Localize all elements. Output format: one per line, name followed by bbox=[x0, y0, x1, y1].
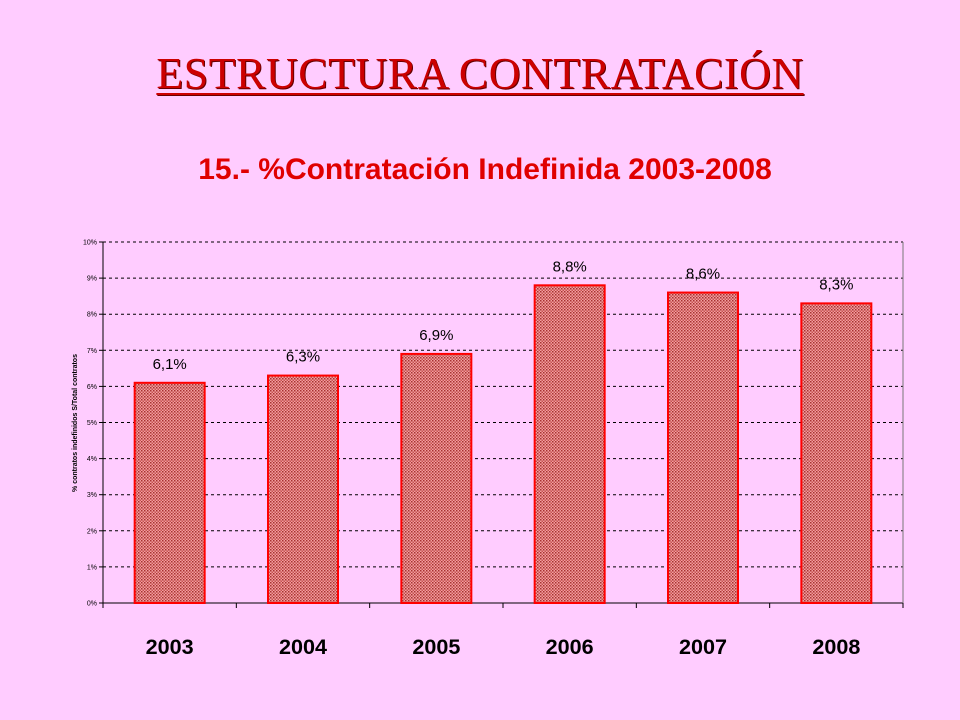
gridlines bbox=[103, 241, 903, 568]
x-tick-label: 2006 bbox=[546, 636, 594, 659]
data-label: 6,9% bbox=[419, 327, 453, 344]
bars bbox=[133, 284, 873, 605]
y-tick-label: 5% bbox=[87, 420, 97, 427]
y-tick-label: 7% bbox=[87, 348, 97, 355]
bar-2005 bbox=[400, 352, 473, 604]
data-label: 8,3% bbox=[819, 276, 853, 293]
y-tick-label: 8% bbox=[87, 312, 97, 319]
x-tick-label: 2008 bbox=[812, 636, 860, 659]
data-label: 8,8% bbox=[553, 258, 587, 275]
x-tick-label: 2005 bbox=[412, 636, 460, 659]
data-label: 6,3% bbox=[286, 349, 320, 366]
slide-title: ESTRUCTURA CONTRATACIÓN bbox=[156, 49, 804, 98]
y-tick-label: 4% bbox=[87, 456, 97, 463]
y-tick-label: 6% bbox=[87, 384, 97, 391]
bar-2004 bbox=[267, 374, 339, 604]
y-tick-label: 2% bbox=[87, 528, 97, 535]
y-tick-label: 0% bbox=[87, 601, 97, 608]
x-tick-label: 2007 bbox=[679, 636, 727, 659]
y-tick-label: 1% bbox=[87, 564, 97, 571]
data-label: 6,1% bbox=[153, 356, 187, 373]
bar-2008 bbox=[800, 302, 873, 604]
y-tick-label: 3% bbox=[87, 492, 97, 499]
bar-2007 bbox=[667, 291, 739, 604]
y-tick-label: 10% bbox=[83, 240, 97, 247]
axes: 0% 1% 2% 3% 4% 5% 6% 7% 8% 9% 10% bbox=[83, 240, 904, 608]
y-axis-label: % contratos indefinidos S/Total contrato… bbox=[72, 354, 79, 492]
data-label: 8,6% bbox=[686, 266, 720, 283]
bar-2003 bbox=[133, 381, 206, 605]
y-tick-label: 9% bbox=[87, 276, 97, 283]
data-labels: 2003 6,1% 2004 6,3% 2005 6,9% 2006 8,8% 2007 8,6%… bbox=[146, 258, 861, 659]
x-tick-label: 2003 bbox=[146, 636, 194, 659]
chart-title: 15.- %Contratación Indefinida 2003-2008 bbox=[198, 153, 772, 186]
x-tick-label: 2004 bbox=[279, 636, 327, 659]
bar-2006 bbox=[533, 284, 606, 604]
